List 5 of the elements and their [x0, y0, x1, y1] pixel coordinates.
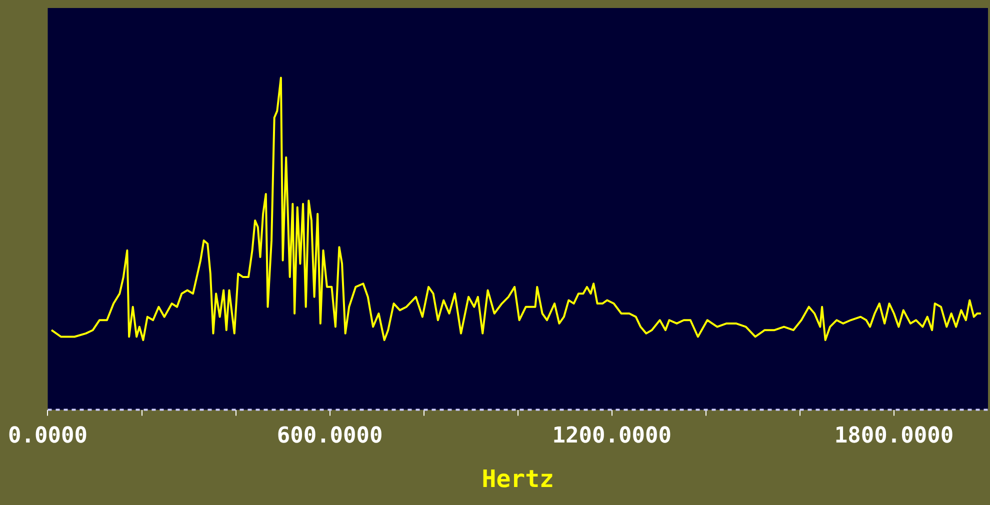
x-tick-label: 1200.0000 [552, 424, 672, 449]
x-axis-title: Hertz [482, 464, 554, 493]
x-tick-label: 0.0000 [8, 424, 88, 449]
x-tick-label: 600.0000 [276, 424, 383, 449]
x-tick-label: 1800.0000 [834, 424, 954, 449]
